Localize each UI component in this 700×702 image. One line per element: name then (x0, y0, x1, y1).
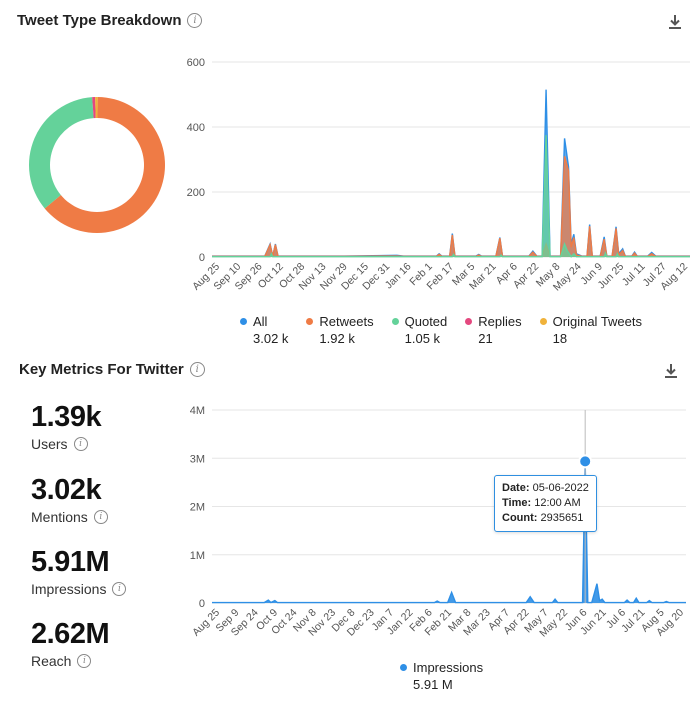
info-icon[interactable]: i (112, 582, 126, 596)
tooltip-time-label: Time: (502, 497, 531, 509)
key-metrics-title-text: Key Metrics For Twitter (19, 361, 184, 378)
legend-name: Original Tweets (553, 314, 642, 329)
metric-value: 5.91M (31, 546, 126, 579)
y-tick-label: 2M (190, 502, 205, 514)
tweet-type-donut-chart (27, 95, 167, 235)
tweet-type-legend: All 3.02 k Retweets 1.92 k Quoted 1.05 k Repli… (240, 314, 642, 346)
metric-label: Users (31, 436, 68, 452)
y-tick-label: 4M (190, 405, 205, 417)
legend-name: All (253, 314, 267, 329)
legend-dot (306, 318, 313, 325)
legend-dot (400, 664, 407, 671)
y-tick-label: 400 (187, 122, 205, 134)
download-icon[interactable] (666, 13, 684, 31)
y-tick-label: 0 (199, 598, 205, 610)
tweet-breakdown-title-text: Tweet Type Breakdown (17, 12, 181, 29)
legend-count: 5.91 M (413, 677, 483, 692)
legend-item-all[interactable]: All 3.02 k (240, 314, 288, 346)
legend-name: Replies (478, 314, 521, 329)
info-icon[interactable]: i (190, 362, 205, 377)
info-icon[interactable]: i (94, 510, 108, 524)
legend-count: 1.92 k (319, 331, 373, 346)
legend-dot (540, 318, 547, 325)
y-tick-label: 0 (199, 252, 205, 264)
tooltip-count-label: Count: (502, 512, 537, 524)
donut-slice-quoted[interactable] (29, 97, 94, 208)
chart-tooltip: Date: 05-06-2022 Time: 12:00 AM Count: 2… (494, 475, 597, 532)
tooltip-time: 12:00 AM (534, 497, 580, 509)
legend-dot (465, 318, 472, 325)
metric-value: 2.62M (31, 618, 109, 651)
series-line-quoted[interactable] (212, 135, 690, 257)
impressions-legend: Impressions 5.91 M (400, 660, 483, 692)
metric-value: 1.39k (31, 401, 101, 434)
legend-item-replies[interactable]: Replies 21 (465, 314, 521, 346)
metric-reach: 2.62M Reach i (31, 618, 109, 669)
legend-name: Quoted (405, 314, 448, 329)
legend-item-original-tweets[interactable]: Original Tweets 18 (540, 314, 642, 346)
info-icon[interactable]: i (187, 13, 202, 28)
legend-dot (392, 318, 399, 325)
metric-label: Impressions (31, 581, 106, 597)
legend-count: 3.02 k (253, 331, 288, 346)
series-line-all[interactable] (212, 90, 690, 256)
metric-impressions: 5.91M Impressions i (31, 546, 126, 597)
tooltip-count: 2935651 (541, 512, 584, 524)
key-metrics-title: Key Metrics For Twitter i (19, 361, 205, 378)
series-line-impressions[interactable] (212, 461, 686, 602)
tooltip-date-label: Date: (502, 482, 530, 494)
legend-dot (240, 318, 247, 325)
highlight-point[interactable] (579, 455, 591, 467)
metric-mentions: 3.02k Mentions i (31, 474, 108, 525)
series-line-retweets[interactable] (212, 156, 690, 256)
download-icon[interactable] (662, 362, 680, 380)
legend-count: 18 (553, 331, 642, 346)
legend-item-quoted[interactable]: Quoted 1.05 k (392, 314, 448, 346)
legend-name: Retweets (319, 314, 373, 329)
y-tick-label: 600 (187, 57, 205, 69)
legend-name: Impressions (413, 660, 483, 675)
y-tick-label: 1M (190, 550, 205, 562)
metric-users: 1.39k Users i (31, 401, 101, 452)
info-icon[interactable]: i (74, 437, 88, 451)
legend-count: 1.05 k (405, 331, 448, 346)
info-icon[interactable]: i (77, 654, 91, 668)
y-tick-label: 3M (190, 453, 205, 465)
series-area-quoted (212, 135, 690, 257)
series-area-impressions (212, 461, 686, 603)
legend-item-retweets[interactable]: Retweets 1.92 k (306, 314, 373, 346)
series-area-all (212, 90, 690, 257)
legend-count: 21 (478, 331, 521, 346)
tooltip-date: 05-06-2022 (533, 482, 589, 494)
y-tick-label: 200 (187, 187, 205, 199)
metric-value: 3.02k (31, 474, 108, 507)
tweet-breakdown-title: Tweet Type Breakdown i (17, 12, 202, 29)
metric-label: Reach (31, 653, 71, 669)
legend-item-impressions[interactable]: Impressions 5.91 M (400, 660, 483, 692)
metric-label: Mentions (31, 509, 88, 525)
